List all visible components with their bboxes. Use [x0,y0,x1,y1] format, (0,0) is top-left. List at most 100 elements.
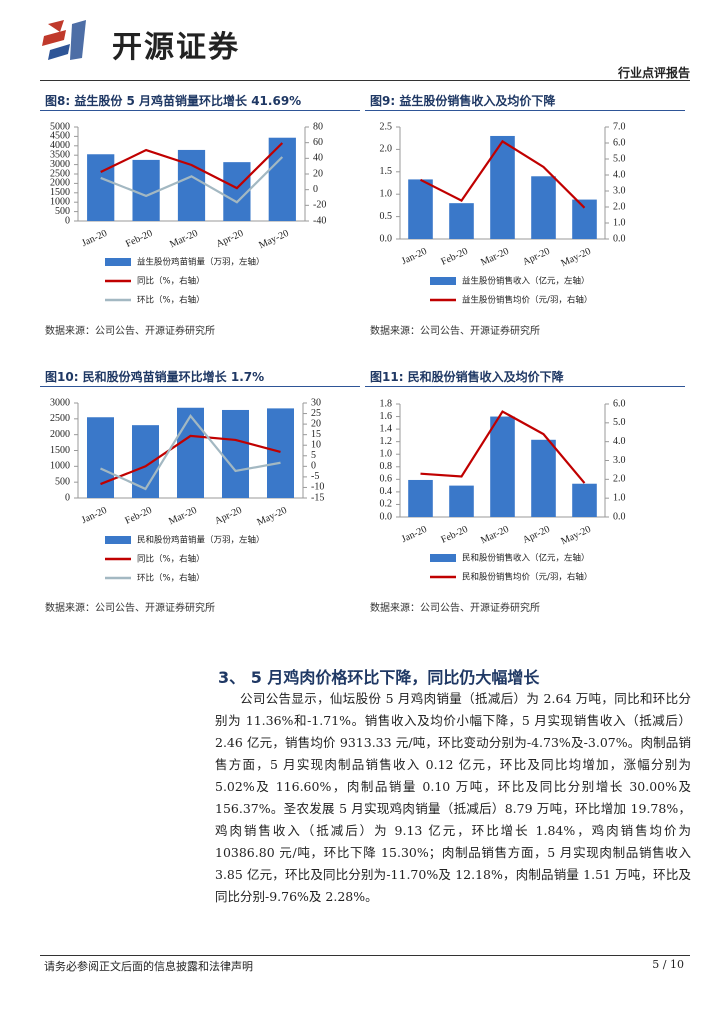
footer-rule [40,955,690,956]
figure-source: 数据来源：公司公告、开源证券研究所 [45,603,215,614]
x-tick-label: Jan-20 [400,246,429,267]
legend-label: 民和股份销售收入（亿元，左轴） [462,553,590,564]
y-tick-label: 1.2 [380,436,393,447]
bar [490,135,515,239]
bar [268,137,296,221]
y-tick-label: 500 [55,476,70,487]
x-tick-label: May-20 [257,228,290,251]
figure-source: 数据来源：公司公告、开源证券研究所 [370,603,540,614]
title-rule [40,386,360,387]
bar [449,485,474,517]
y-tick-label: 0 [65,492,70,503]
bar [408,179,433,239]
line-series [100,434,281,486]
legend-label: 同比（%，右轴） [137,554,205,565]
y-tick-label: 3000 [50,397,70,408]
line-series [420,410,586,484]
y-tick-label: 1500 [50,445,70,456]
x-tick-label: Apr-20 [521,246,552,268]
legend-label: 同比（%，右轴） [137,276,205,287]
legend-label: 益生股份销售收入（亿元，左轴） [462,276,590,287]
footer-disclaimer: 请务必参阅正文后面的信息披露和法律声明 [44,960,253,973]
report-type: 行业点评报告 [617,66,690,80]
chart: 0.0 0.5 1.0 1.5 2.0 2.5 0.0 1.0 2.0 3.0 4.0 5.0 6.0 7… [380,121,626,305]
y2-tick-label: 0.0 [613,511,626,522]
x-tick-label: Mar-20 [479,524,511,547]
x-tick-label: May-20 [559,246,592,269]
x-tick-label: Apr-20 [214,228,245,250]
legend-label: 环比（%，右轴） [137,573,205,584]
y2-tick-label: 4.0 [613,436,626,447]
bar [87,417,114,498]
y-tick-label: 0.4 [380,486,393,497]
y2-tick-label: 5.0 [613,417,626,428]
legend-label: 民和股份销售均价（元/羽，右轴） [462,572,592,583]
bar [531,439,556,517]
x-tick-label: Mar-20 [167,505,199,528]
y-tick-label: 0.5 [380,211,393,222]
y-tick-label: 2000 [50,178,70,189]
y-tick-label: 2500 [50,168,70,179]
y-tick-label: 1.0 [380,449,393,460]
bar [490,416,515,517]
y-tick-label: 4000 [50,140,70,151]
figure-title: 图10: 民和股份鸡苗销量环比增长 1.7% [45,370,265,384]
x-tick-label: Feb-20 [123,505,153,527]
x-tick-label: Feb-20 [439,524,469,546]
y2-tick-label: 0 [313,184,318,195]
bar [572,483,597,517]
section-heading: 3、 5 月鸡肉价格环比下降，同比仍大幅增长 [218,668,540,687]
y2-tick-label: 4.0 [613,169,626,180]
page-number: 5 / 10 [652,958,684,971]
y-tick-label: 1.6 [380,411,393,422]
y-tick-label: 1500 [50,187,70,198]
y-tick-label: 0 [65,215,70,226]
legend-swatch [430,277,456,285]
y2-tick-label: 1.0 [613,217,626,228]
y2-tick-label: 5 [311,450,316,461]
line-series [420,139,586,209]
y-tick-label: 2.5 [380,121,393,132]
y2-tick-label: 10 [311,440,321,451]
y2-tick-label: 5.0 [613,153,626,164]
bar [177,149,206,221]
x-tick-label: Mar-20 [479,246,511,269]
x-tick-label: Mar-20 [168,228,200,251]
x-tick-label: Apr-20 [213,505,244,527]
y2-tick-label: 3.0 [613,185,626,196]
y2-tick-label: 1.0 [613,492,626,503]
figure-title: 图11: 民和股份销售收入及均价下降 [370,370,564,384]
line-series [100,156,284,204]
y-tick-label: 1000 [50,196,70,207]
y-tick-label: 0.6 [380,474,393,485]
y-tick-label: 2.0 [380,144,393,155]
x-tick-label: Feb-20 [124,228,154,250]
figure-source: 数据来源：公司公告、开源证券研究所 [45,326,215,337]
y2-tick-label: 15 [311,429,321,440]
x-tick-label: May-20 [255,505,288,528]
y-tick-label: 1.4 [380,423,393,434]
x-tick-label: Jan-20 [400,524,429,545]
x-tick-label: Feb-20 [439,246,469,268]
x-tick-label: Jan-20 [80,228,109,249]
chart: 050010001500200025003000-15-10-505101520… [50,397,324,584]
title-rule [365,386,685,387]
chart: 0.00.20.40.60.81.01.21.41.61.80.01.02.03… [380,398,626,583]
legend-swatch [105,258,131,266]
y-tick-label: 0.8 [380,461,393,472]
y2-tick-label: -10 [311,482,324,493]
title-rule [365,110,685,111]
figure-title: 图8: 益生股份 5 月鸡苗销量环比增长 41.69% [45,94,302,108]
y-tick-label: 5000 [50,121,70,132]
chart: 0500100015002000250030003500400045005000… [50,121,326,305]
y2-tick-label: 40 [313,153,323,164]
y2-tick-label: 25 [311,408,321,419]
y2-tick-label: 30 [311,397,321,408]
y-tick-label: 1.5 [380,166,393,177]
bar [222,409,249,498]
legend-label: 民和股份鸡苗销量（万羽，左轴） [137,535,265,546]
y2-tick-label: 6.0 [613,137,626,148]
bar [87,154,115,221]
bar [408,479,433,517]
